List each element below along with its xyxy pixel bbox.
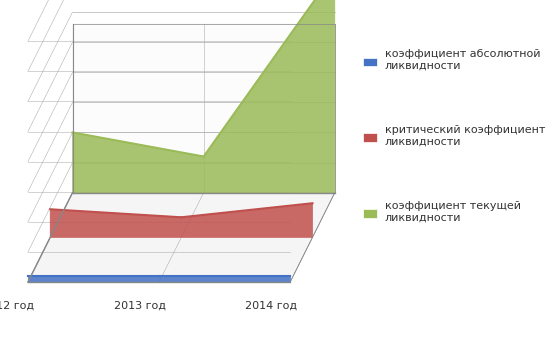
Text: 2012 год: 2012 год <box>0 301 35 311</box>
Text: коэффициент абсолютной
ликвидности: коэффициент абсолютной ликвидности <box>385 50 541 71</box>
Text: критический коэффициент
ликвидности: критический коэффициент ликвидности <box>385 125 545 147</box>
Text: 2014 год: 2014 год <box>244 301 297 311</box>
Text: коэффициент текущей
ликвидности: коэффициент текущей ликвидности <box>385 201 521 222</box>
Text: 2013 год: 2013 год <box>113 301 166 311</box>
